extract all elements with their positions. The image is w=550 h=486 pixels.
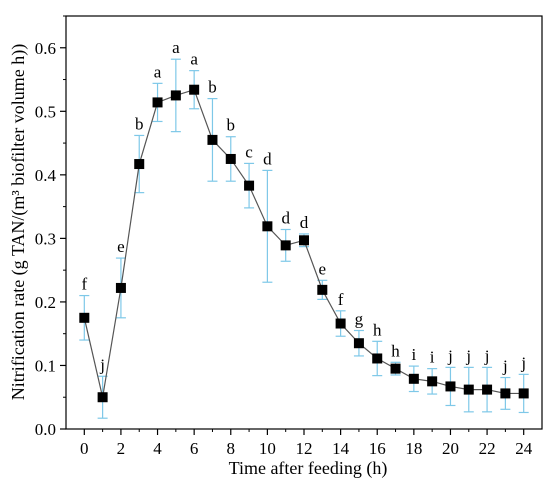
data-point-marker <box>97 392 108 403</box>
significance-letter: j <box>502 357 508 376</box>
significance-letter: h <box>373 320 382 339</box>
y-tick-label: 0.5 <box>35 102 56 121</box>
y-tick-label: 0.3 <box>35 229 56 248</box>
data-point-marker <box>262 221 273 232</box>
data-point-marker <box>427 376 438 387</box>
data-point-marker <box>335 318 346 329</box>
x-tick-label: 22 <box>479 439 496 458</box>
data-point-marker <box>79 312 90 323</box>
data-markers <box>79 84 529 403</box>
data-point-marker <box>244 180 255 191</box>
data-point-marker <box>445 381 456 392</box>
significance-letter: a <box>190 50 198 69</box>
data-point-marker <box>518 388 529 399</box>
x-tick-label: 12 <box>296 439 313 458</box>
data-point-marker <box>115 282 126 293</box>
significance-letter: j <box>465 346 471 365</box>
data-point-marker <box>299 235 309 246</box>
data-point-marker <box>372 353 383 364</box>
significance-letter: d <box>263 149 272 168</box>
y-axis-label: Nitrification rate (g TAN/(m³ biofilter … <box>8 44 29 401</box>
x-tick-label: 0 <box>80 439 89 458</box>
significance-letter: c <box>245 142 253 161</box>
y-axis-ticks: 0.0 0.1 0.2 0.3 0.4 0.5 0.6 <box>35 15 66 439</box>
significance-letter: d <box>281 208 290 227</box>
significance-letter: h <box>391 341 400 360</box>
significance-letter: a <box>172 38 180 57</box>
x-tick-label: 2 <box>117 439 126 458</box>
significance-letter: j <box>99 355 105 374</box>
significance-letter: e <box>319 259 327 278</box>
significance-letter: g <box>355 310 364 329</box>
x-tick-label: 10 <box>259 439 276 458</box>
significance-letter: b <box>208 78 217 97</box>
data-point-marker <box>152 97 163 108</box>
data-point-marker <box>189 84 200 95</box>
significance-letter: i <box>411 345 416 364</box>
x-tick-label: 14 <box>332 439 350 458</box>
y-tick-label: 0.2 <box>35 293 56 312</box>
y-tick-label: 0.6 <box>35 39 56 58</box>
significance-letter: b <box>227 116 236 135</box>
data-point-marker <box>353 338 364 349</box>
significance-letter: a <box>154 62 162 81</box>
y-tick-label: 0.0 <box>35 420 56 439</box>
data-point-marker <box>408 373 419 384</box>
significance-letter: b <box>135 114 144 133</box>
data-point-marker <box>170 90 181 101</box>
x-tick-label: 16 <box>369 439 386 458</box>
significance-letter: j <box>447 346 453 365</box>
data-point-marker <box>134 159 145 170</box>
data-point-marker <box>280 240 291 251</box>
significance-letter: f <box>81 275 87 294</box>
significance-letter: i <box>430 348 435 367</box>
x-tick-label: 20 <box>442 439 459 458</box>
data-point-marker <box>463 384 474 395</box>
y-tick-label: 0.1 <box>35 356 56 375</box>
y-tick-label: 0.4 <box>35 166 57 185</box>
significance-letter: j <box>484 346 490 365</box>
data-point-marker <box>500 388 511 399</box>
significance-letter: j <box>520 353 526 372</box>
x-axis-label: Time after feeding (h) <box>229 458 388 479</box>
significance-letter: f <box>338 290 344 309</box>
data-point-marker <box>390 363 401 374</box>
data-point-marker <box>317 284 328 295</box>
x-tick-label: 8 <box>227 439 236 458</box>
x-tick-label: 18 <box>405 439 422 458</box>
x-axis-ticks: 0 2 4 6 8 10 12 14 16 18 20 22 24 <box>80 429 533 458</box>
x-tick-label: 24 <box>515 439 533 458</box>
significance-letter: e <box>117 237 125 256</box>
data-point-marker <box>207 134 218 145</box>
significance-letter: d <box>300 213 309 232</box>
data-point-marker <box>482 384 493 395</box>
x-tick-label: 6 <box>190 439 199 458</box>
data-point-marker <box>225 153 236 164</box>
x-tick-label: 4 <box>153 439 162 458</box>
